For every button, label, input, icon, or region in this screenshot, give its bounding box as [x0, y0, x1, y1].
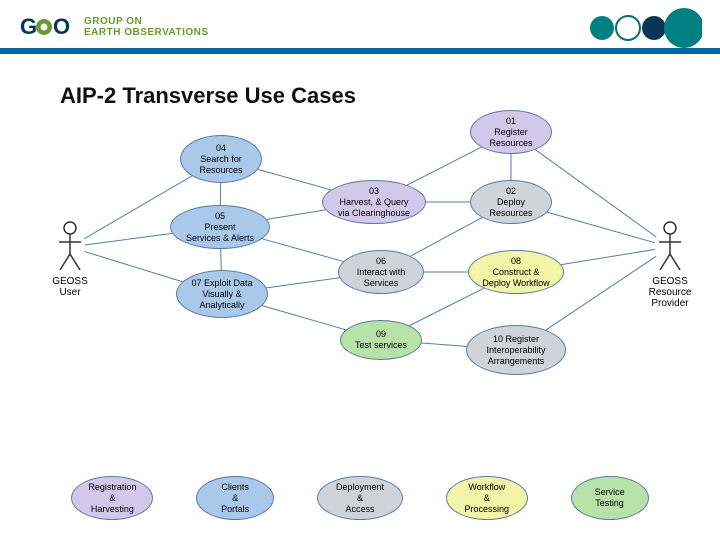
- usecase-n03: 03 Harvest, & Query via Clearinghouse: [322, 180, 426, 224]
- usecase-n07: 07 Exploit Data Visually & Analytically: [176, 270, 268, 318]
- usecase-n09: 09 Test services: [340, 320, 422, 360]
- header-bar: [0, 48, 720, 54]
- legend-4: Service Testing: [571, 476, 649, 520]
- logo-line1: GROUP ON: [84, 16, 142, 27]
- geo-logo: G O GROUP ON EARTH OBSERVATIONS: [20, 14, 209, 40]
- geo-logo-mark: G O: [20, 14, 76, 40]
- logo-text: GROUP ON EARTH OBSERVATIONS: [84, 16, 209, 38]
- usecase-n10: 10 Register Interoperability Arrangement…: [466, 325, 566, 375]
- usecase-n06: 06 Interact with Services: [338, 250, 424, 294]
- usecase-n02: 02 Deploy Resources: [470, 180, 552, 224]
- legend-0: Registration & Harvesting: [71, 476, 153, 520]
- svg-text:O: O: [53, 14, 70, 39]
- usecase-n08: 08 Construct & Deploy Workflow: [468, 250, 564, 294]
- legend-1: Clients & Portals: [196, 476, 274, 520]
- legend-row: Registration & Harvesting Clients & Porta…: [0, 476, 720, 520]
- header: G O GROUP ON EARTH OBSERVATIONS: [0, 0, 720, 50]
- usecase-n01: 01 Register Resources: [470, 110, 552, 154]
- diagram-canvas: GEOSS User GEOSS Resource Provider 01 Reg…: [0, 100, 720, 470]
- actor-right: GEOSS Resource Provider: [640, 220, 700, 309]
- legend-2: Deployment & Access: [317, 476, 403, 520]
- usecase-n04: 04 Search for Resources: [180, 135, 262, 183]
- legend-3: Workflow & Processing: [446, 476, 528, 520]
- svg-text:G: G: [20, 14, 37, 39]
- logo-line2: EARTH OBSERVATIONS: [84, 27, 209, 38]
- usecase-n05: 05 Present Services & Alerts: [170, 205, 270, 249]
- actor-left: GEOSS User: [40, 220, 100, 298]
